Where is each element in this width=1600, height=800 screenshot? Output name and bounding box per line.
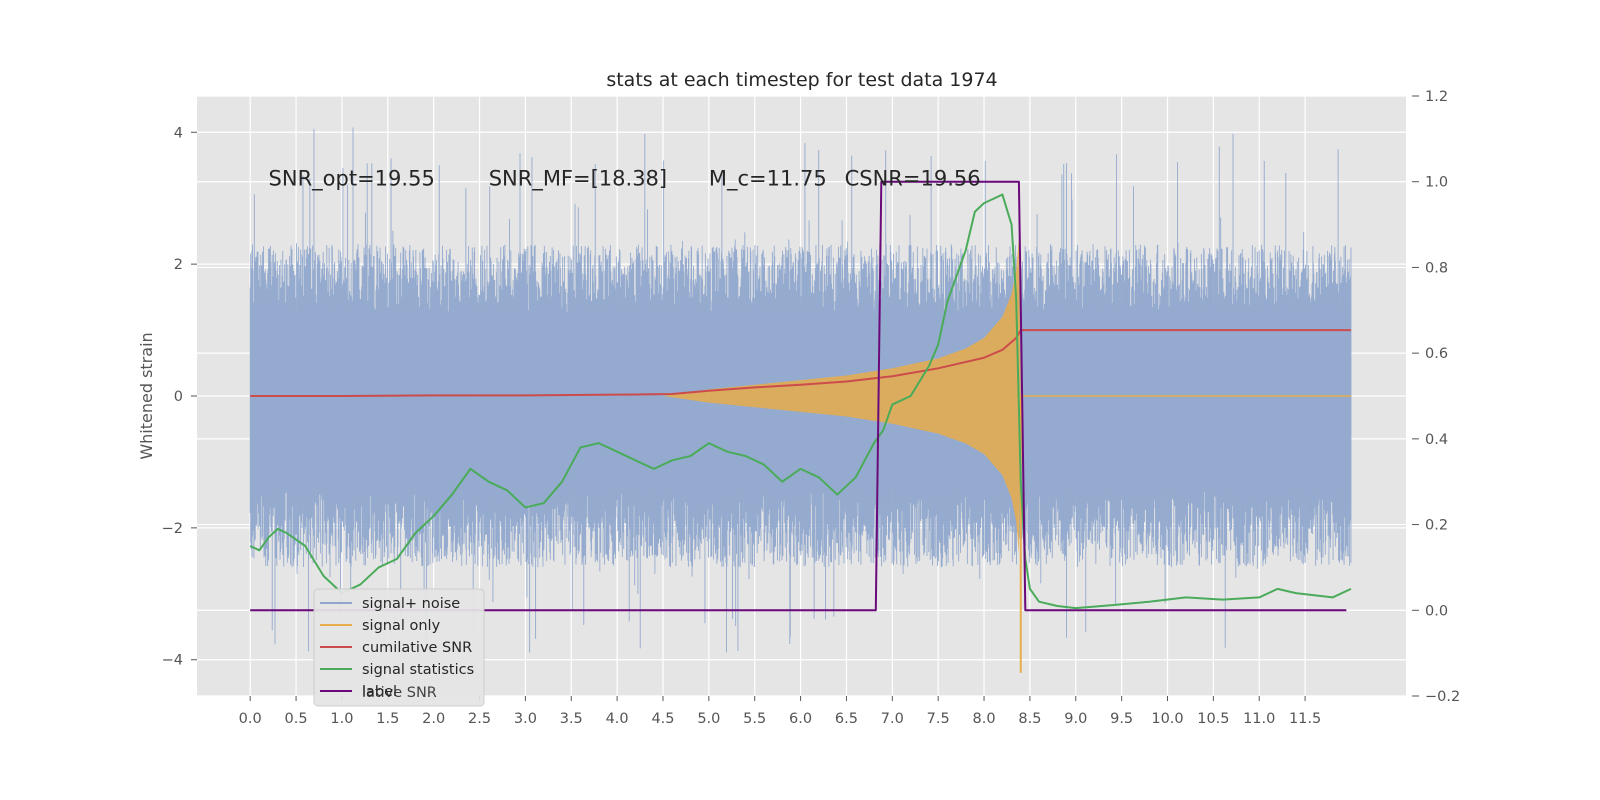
x-tick-label: 2.0: [422, 711, 445, 727]
y-right-tick-label: 0.2: [1425, 518, 1448, 534]
y-right-tick-label: −0.2: [1425, 689, 1460, 705]
x-tick-label: 9.5: [1110, 711, 1133, 727]
x-tick-label: 11.0: [1243, 711, 1275, 727]
x-tick-label: 4.0: [606, 711, 629, 727]
legend-label: cumilative SNR: [362, 640, 472, 656]
y-tick-label: −4: [162, 653, 183, 669]
x-tick-label: 1.5: [376, 711, 399, 727]
x-tick-label: 7.0: [881, 711, 904, 727]
signal-only-envelope: [250, 237, 1021, 555]
annotations: SNR_opt=19.55 SNR_MF=[18.38] M_c=11.75 CSNR…: [269, 166, 981, 191]
y-right-axis-ticks: −0.2 0.0 0.2 0.4 0.6 0.8 1.0 1.2: [1412, 89, 1460, 705]
legend-label: signal statistics: [362, 662, 474, 678]
x-tick-label: 10.5: [1197, 711, 1229, 727]
x-tick-label: 11.5: [1289, 711, 1321, 727]
x-tick-label: 3.5: [560, 711, 583, 727]
x-tick-label: 1.0: [330, 711, 353, 727]
x-tick-label: 4.5: [651, 711, 674, 727]
label-line: [250, 180, 1347, 612]
x-tick-label: 2.5: [468, 711, 491, 727]
x-tick-label: 10.0: [1151, 711, 1183, 727]
y-axis-label: Whitened strain: [137, 332, 156, 459]
y-right-tick-label: 0.6: [1425, 346, 1448, 362]
x-tick-label: 0.0: [239, 711, 262, 727]
y-tick-label: 2: [174, 257, 183, 273]
y-tick-label: −2: [162, 521, 183, 537]
x-tick-label: 8.0: [973, 711, 996, 727]
x-tick-label: 5.0: [697, 711, 720, 727]
annotation-text: SNR_MF=[18.38]: [489, 166, 667, 191]
x-tick-label: 0.5: [285, 711, 308, 727]
legend-box: [313, 588, 485, 707]
annotation-text: SNR_opt=19.55: [269, 166, 435, 191]
line-series: [249, 180, 1352, 612]
legend-label: label: [362, 684, 397, 700]
signal-statistics-line: [249, 193, 1352, 610]
y-tick-label: 0: [174, 389, 183, 405]
y-tick-label: 4: [174, 125, 183, 141]
y-right-tick-label: 0.4: [1425, 432, 1448, 448]
x-tick-label: 6.0: [789, 711, 812, 727]
x-tick-label: 7.5: [927, 711, 950, 727]
x-axis-ticks: 0.0 0.5 1.0 1.5 2.0 2.5 3.0 3.5 4.0 4.5 5.0 5.5 6.0 6…: [239, 696, 1321, 727]
y-right-tick-label: 1.2: [1425, 89, 1448, 105]
legend-ghost-text: lative SNR: [362, 685, 437, 701]
y-axis-ticks: −4 −2 0 2 4: [162, 125, 197, 669]
annotation-text: M_c=11.75: [709, 166, 827, 191]
y-right-tick-label: 1.0: [1425, 175, 1448, 191]
legend: lative SNR signal+ noise signal only cumila…: [313, 588, 485, 707]
chart-title: stats at each timestep for test data 197…: [606, 69, 997, 91]
legend-label: signal+ noise: [362, 596, 460, 612]
y-right-tick-label: 0.0: [1425, 603, 1448, 619]
legend-label: signal only: [362, 618, 441, 634]
x-tick-label: 9.0: [1064, 711, 1087, 727]
x-tick-label: 3.0: [514, 711, 537, 727]
x-tick-label: 6.5: [835, 711, 858, 727]
y-right-tick-label: 0.8: [1425, 260, 1448, 276]
annotation-text: CSNR=19.56: [845, 166, 981, 190]
x-tick-label: 8.5: [1018, 711, 1041, 727]
cumulative-snr-line: [250, 329, 1351, 397]
x-tick-label: 5.5: [743, 711, 766, 727]
